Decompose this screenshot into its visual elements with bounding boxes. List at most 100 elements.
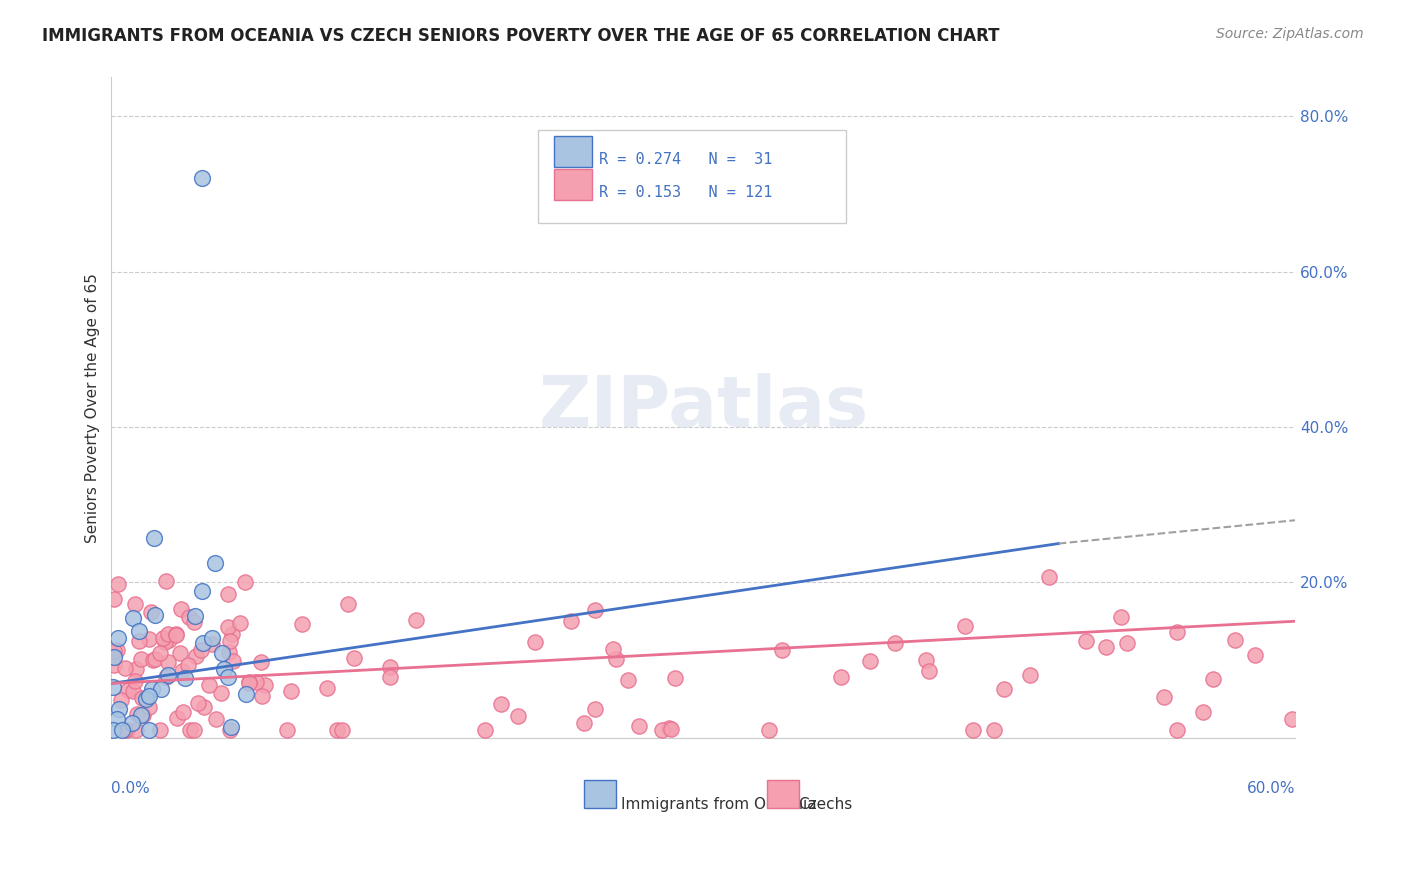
Point — [508, 708, 530, 723]
Point — [191, 584, 214, 599]
Point — [962, 723, 984, 737]
Text: Immigrants from Oceania: Immigrants from Oceania — [620, 797, 815, 813]
Point — [138, 700, 160, 714]
Point — [1074, 634, 1097, 648]
FancyBboxPatch shape — [554, 136, 592, 167]
Point — [105, 642, 128, 657]
Point — [103, 723, 125, 737]
Point — [142, 653, 165, 667]
Point — [217, 670, 239, 684]
Y-axis label: Seniors Poverty Over the Age of 65: Seniors Poverty Over the Age of 65 — [86, 273, 100, 542]
Point — [235, 687, 257, 701]
Point — [129, 707, 152, 722]
Point — [156, 668, 179, 682]
Point — [110, 692, 132, 706]
Point — [138, 632, 160, 646]
Point — [1115, 636, 1137, 650]
Point — [1153, 690, 1175, 705]
Point — [125, 662, 148, 676]
Point — [523, 634, 546, 648]
Point — [1244, 648, 1267, 663]
Point — [131, 690, 153, 705]
Point — [291, 616, 314, 631]
Point — [172, 664, 194, 678]
Text: Source: ZipAtlas.com: Source: ZipAtlas.com — [1216, 27, 1364, 41]
Point — [217, 620, 239, 634]
Point — [1202, 672, 1225, 686]
Point — [138, 689, 160, 703]
Point — [200, 637, 222, 651]
Point — [128, 624, 150, 639]
Text: 60.0%: 60.0% — [1247, 780, 1295, 796]
Point — [914, 652, 936, 666]
Point — [197, 678, 219, 692]
Point — [238, 674, 260, 689]
Point — [132, 708, 155, 723]
Point — [142, 531, 165, 545]
Point — [212, 662, 235, 676]
Point — [187, 697, 209, 711]
Point — [560, 615, 582, 629]
Point — [179, 723, 201, 737]
Point — [103, 680, 125, 694]
Point — [103, 644, 125, 658]
Point — [156, 627, 179, 641]
Point — [124, 723, 146, 737]
Point — [125, 706, 148, 721]
Point — [1225, 632, 1247, 647]
Point — [1166, 723, 1188, 737]
Point — [1038, 570, 1060, 584]
Point — [1191, 705, 1213, 719]
Point — [135, 692, 157, 706]
Point — [204, 556, 226, 570]
Point — [315, 681, 337, 695]
Point — [221, 627, 243, 641]
Point — [219, 723, 242, 737]
Point — [830, 670, 852, 684]
Point — [143, 607, 166, 622]
Point — [918, 665, 941, 679]
Point — [209, 685, 232, 699]
Point — [602, 642, 624, 657]
Point — [184, 608, 207, 623]
Point — [179, 609, 201, 624]
Point — [330, 723, 353, 737]
Point — [103, 591, 125, 606]
Point — [217, 587, 239, 601]
Point — [1166, 624, 1188, 639]
Point — [222, 654, 245, 668]
Point — [659, 722, 682, 736]
Point — [884, 636, 907, 650]
Point — [155, 670, 177, 684]
Point — [149, 646, 172, 660]
FancyBboxPatch shape — [554, 169, 592, 201]
Point — [169, 646, 191, 660]
Point — [343, 650, 366, 665]
Point — [111, 723, 134, 737]
Point — [229, 615, 252, 630]
Point — [219, 719, 242, 733]
Point — [617, 673, 640, 687]
Point — [174, 671, 197, 685]
Point — [153, 635, 176, 649]
Point — [157, 655, 180, 669]
Point — [238, 675, 260, 690]
Point — [117, 682, 139, 697]
FancyBboxPatch shape — [768, 780, 800, 808]
Point — [1095, 640, 1118, 655]
Point — [149, 723, 172, 737]
FancyBboxPatch shape — [537, 130, 845, 223]
Text: Czechs: Czechs — [799, 797, 852, 813]
Point — [1109, 610, 1132, 624]
Point — [172, 705, 194, 719]
Point — [1019, 667, 1042, 681]
Point — [107, 631, 129, 645]
Point — [124, 598, 146, 612]
Point — [129, 651, 152, 665]
Point — [583, 603, 606, 617]
Point — [953, 619, 976, 633]
Point — [201, 631, 224, 645]
Point — [183, 723, 205, 737]
Point — [184, 648, 207, 663]
Point — [143, 652, 166, 666]
